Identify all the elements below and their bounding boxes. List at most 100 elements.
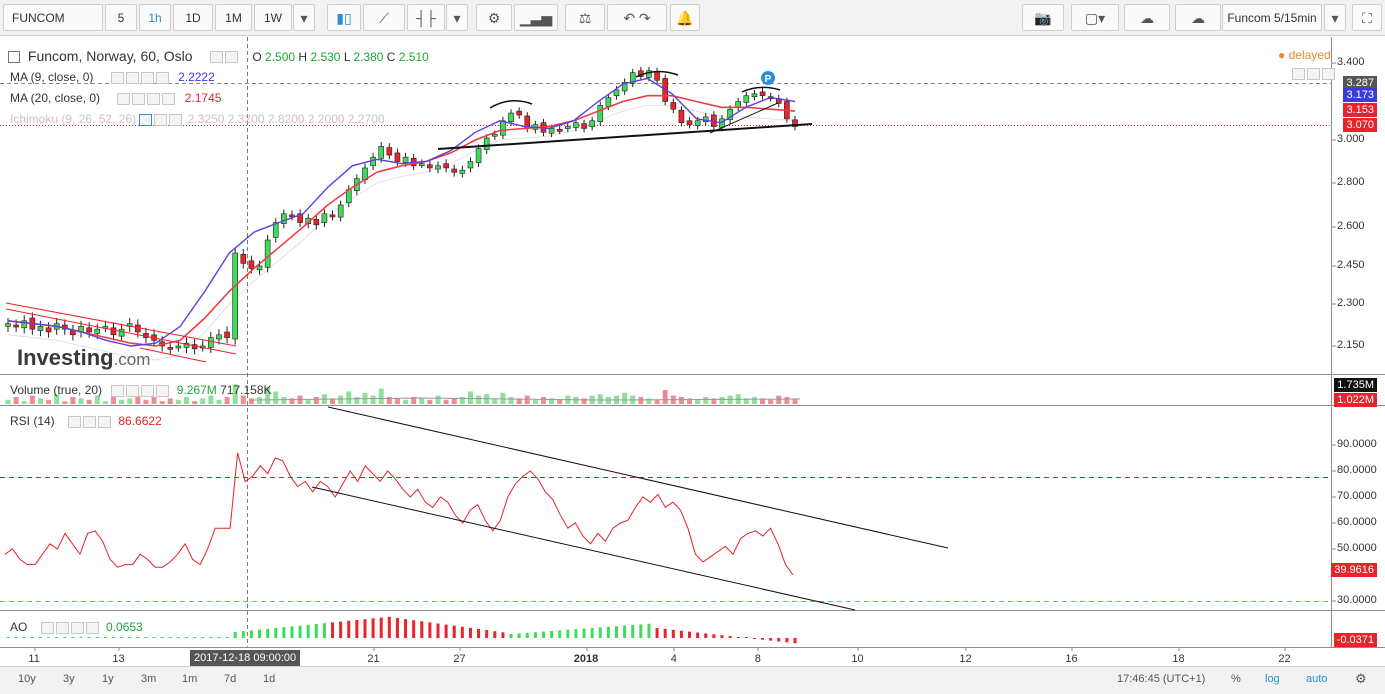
ao-bar [314, 624, 318, 638]
range-10y[interactable]: 10y [18, 673, 36, 685]
candle-body [256, 265, 263, 271]
color-picker-icon[interactable]: ▢▾ [1071, 4, 1119, 31]
interval-1d[interactable]: 1D [173, 4, 213, 31]
ma9-legend[interactable]: MA (9, close, 0) 2.2222 [10, 70, 215, 84]
candle-body [451, 168, 458, 173]
ma9-value: 2.2222 [178, 70, 215, 84]
volume-bar [500, 392, 506, 404]
ao-bar [241, 631, 245, 638]
camera-icon[interactable]: 📷 [1022, 4, 1064, 31]
percent-toggle[interactable]: % [1231, 673, 1241, 685]
gear-icon[interactable] [225, 51, 239, 64]
alert-icon[interactable]: 🔔 [670, 4, 700, 31]
rsi-tick-label: 60.0000 [1337, 516, 1377, 528]
ao-bar [679, 630, 683, 638]
ichimoku-legend[interactable]: Ichimoku (9, 26, 52, 26) 2.3250 2.3200 2… [10, 112, 385, 126]
volume-legend[interactable]: Volume (true, 20) 9.267M 717.158K [10, 383, 272, 397]
range-7d[interactable]: 7d [224, 673, 237, 685]
settings-icon[interactable]: ⚙ [476, 4, 512, 31]
volume-bar [289, 398, 295, 404]
price-label-last: 3.070 [1343, 118, 1377, 132]
interval-1m[interactable]: 1M [215, 4, 252, 31]
interval-5[interactable]: 5 [105, 4, 137, 31]
volume-bar [216, 399, 222, 404]
ao-bar [249, 630, 253, 638]
volume-bar [102, 401, 108, 404]
auto-toggle[interactable]: auto [1306, 673, 1328, 685]
indicators-icon[interactable]: ▁▃▅ [514, 4, 558, 31]
undo-redo-icon[interactable]: ↶ ↷ [607, 4, 667, 31]
volume-bar [354, 397, 360, 404]
line-chart-icon[interactable]: ⟋ [363, 4, 405, 31]
candle-body [435, 165, 441, 170]
ao-bar [736, 637, 740, 638]
volume-bar [281, 397, 287, 404]
volume-bar [540, 397, 546, 404]
candle-body [232, 252, 238, 340]
saved-chart-dropdown-icon[interactable]: ▾ [1324, 4, 1346, 31]
settings-icon[interactable]: ⚙ [1355, 671, 1367, 686]
ao-bar [428, 622, 432, 638]
p-marker-icon[interactable]: P [761, 71, 775, 85]
ao-bar [152, 637, 156, 638]
rsi-legend[interactable]: RSI (14) 86.6622 [10, 414, 162, 428]
range-1d[interactable]: 1d [263, 673, 276, 685]
cloud-save-icon[interactable]: ☁ [1175, 4, 1221, 31]
ao-bar [777, 638, 781, 642]
bars-icon[interactable]: ┤├ [407, 4, 445, 31]
ao-legend[interactable]: AO 0.0653 [10, 620, 143, 634]
compare-icon[interactable]: ⚖ [565, 4, 605, 31]
trendlines[interactable] [5, 70, 813, 363]
ao-bar [87, 637, 91, 638]
ao-bar [541, 631, 545, 638]
candles-icon[interactable]: ▮▯ [327, 4, 361, 31]
volume-bar [549, 398, 555, 404]
collapse-icon[interactable] [8, 51, 20, 64]
volume-ma-value: 717.158K [220, 383, 272, 397]
panel-controls[interactable] [1292, 66, 1337, 80]
candle-body [216, 334, 222, 340]
interval-dropdown-icon[interactable]: ▾ [293, 4, 315, 31]
log-toggle[interactable]: log [1265, 673, 1280, 685]
candle-body [281, 213, 287, 225]
volume-bar [687, 398, 693, 404]
x-tick-label: 12 [959, 653, 972, 665]
ao-bar [371, 618, 375, 638]
interval-1h[interactable]: 1h [139, 4, 171, 31]
interval-1w[interactable]: 1W [254, 4, 292, 31]
ao-bar [322, 623, 326, 638]
volume-bar [573, 397, 579, 404]
candle-body [751, 93, 758, 97]
chart-canvas[interactable]: P [0, 37, 1385, 666]
ao-bar [347, 620, 351, 638]
ao-bar [582, 628, 586, 638]
volume-value: 9.267M [176, 383, 217, 397]
range-1y[interactable]: 1y [102, 673, 114, 685]
ao-bar [663, 628, 667, 638]
x-tick-label: 21 [367, 653, 380, 665]
x-tick-label: 11 [28, 653, 40, 665]
ao-bar [493, 631, 497, 638]
range-3m[interactable]: 3m [141, 673, 157, 685]
rsi-line [4, 452, 794, 576]
range-1m[interactable]: 1m [182, 673, 198, 685]
chart-type-dropdown-icon[interactable]: ▾ [446, 4, 468, 31]
ao-bar [606, 626, 610, 638]
ao-bar [761, 638, 765, 640]
saved-chart-button[interactable]: Funcom 5/15min [1222, 4, 1322, 31]
range-3y[interactable]: 3y [63, 673, 75, 685]
ao-bar [258, 629, 262, 638]
volume-bar [200, 398, 206, 404]
rsi-channel-lines[interactable] [311, 406, 949, 611]
fullscreen-icon[interactable]: ⛶ [1352, 4, 1382, 31]
symbol-input[interactable]: FUNCOM [3, 4, 103, 31]
main-legend: Funcom, Norway, 60, Oslo O 2.500 H 2.530… [8, 48, 429, 64]
ma20-legend[interactable]: MA (20, close, 0) 2.1745 [10, 91, 221, 105]
ao-bar [128, 637, 132, 638]
candle-body [86, 327, 92, 333]
ao-bar [501, 632, 505, 638]
ao-bar [485, 630, 489, 638]
eye-icon[interactable] [210, 51, 224, 64]
cloud-load-icon[interactable]: ☁ [1124, 4, 1170, 31]
price-label-high: 3.287 [1343, 76, 1377, 90]
